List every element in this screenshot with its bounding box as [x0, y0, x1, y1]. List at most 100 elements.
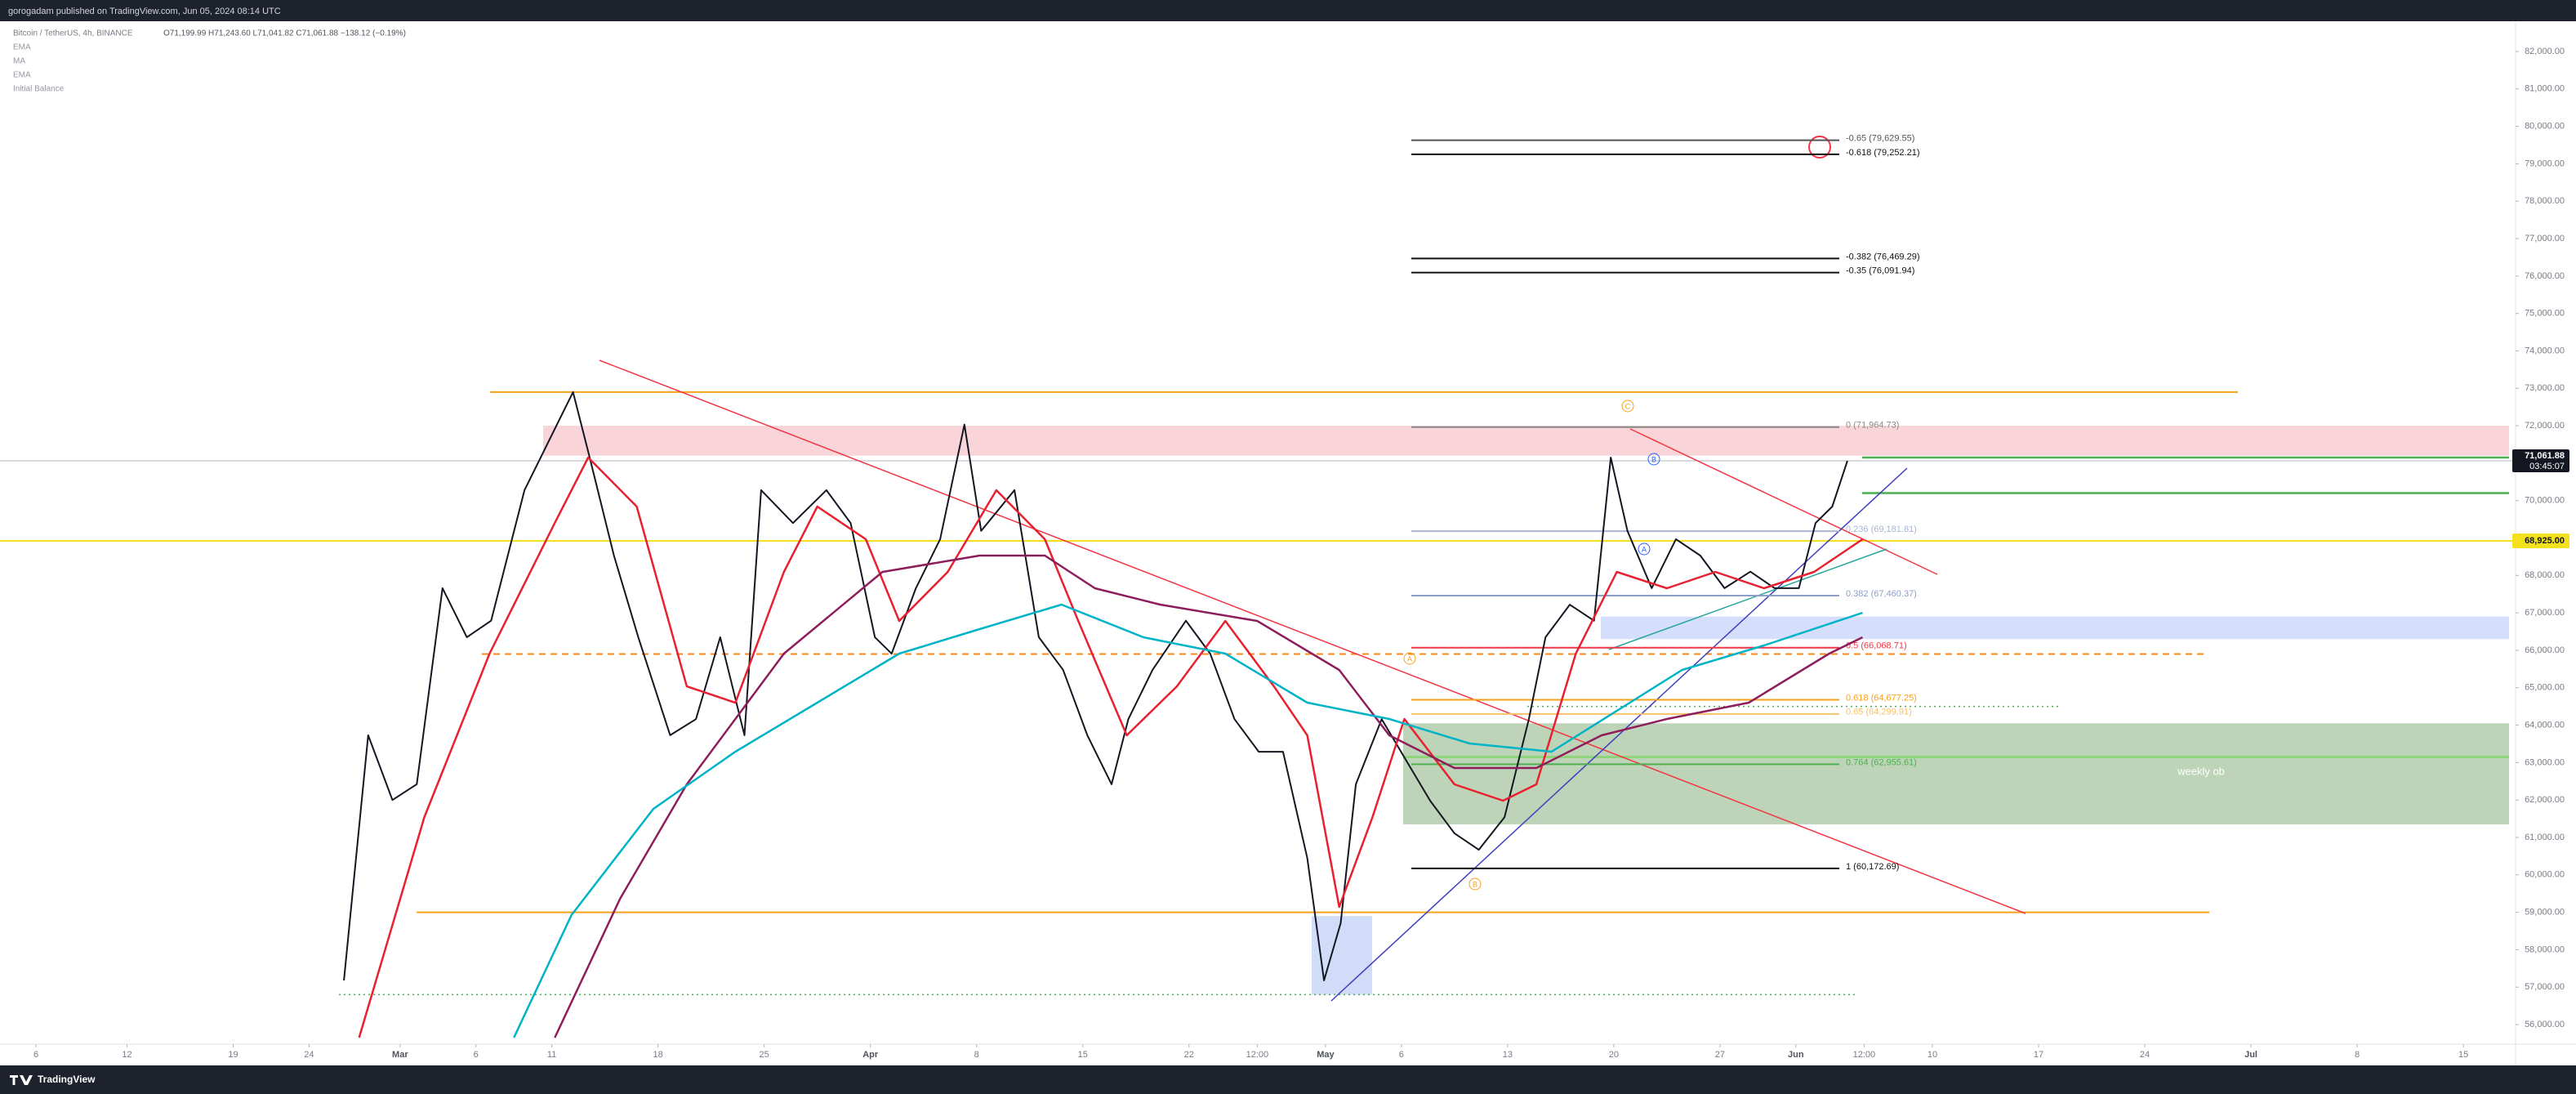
fib-label: 0 (71,964.73): [1846, 421, 1899, 431]
fibonacci: -0.65 (79,629.55) -0.618 (79,252.21) -0.38…: [1411, 133, 1920, 872]
x-tick-label: 11: [547, 1050, 556, 1060]
x-tick-label: 13: [1503, 1050, 1513, 1060]
y-tick-label: 81,000.00: [2525, 84, 2565, 94]
x-tick-label: 24: [304, 1050, 314, 1060]
y-tick-label: 64,000.00: [2525, 720, 2565, 730]
wave-marker: [1621, 400, 1634, 413]
fib-label: -0.35 (76,091.94): [1846, 266, 1914, 276]
x-tick-label: 15: [1078, 1050, 1088, 1060]
wave-marker: [1638, 543, 1651, 556]
x-tick-label: 12:00: [1853, 1050, 1876, 1060]
fib-label: -0.382 (76,469.29): [1846, 252, 1920, 261]
y-tick-label: 68,000.00: [2525, 570, 2565, 580]
y-tick-label: 58,000.00: [2525, 944, 2565, 954]
indicator-line: [513, 603, 1863, 1038]
wave-label: B: [1651, 455, 1656, 463]
target-circle: [1808, 136, 1831, 159]
fib-label: -0.618 (79,252.21): [1846, 148, 1920, 158]
y-tick-label: 59,000.00: [2525, 908, 2565, 918]
x-tick-label: 24: [2140, 1050, 2150, 1060]
trendlines: [599, 136, 2026, 1002]
wave-label: B: [1473, 880, 1477, 888]
zone: [1601, 616, 2509, 640]
zone: [543, 426, 2509, 456]
x-tick-label: 6: [474, 1050, 479, 1060]
legend: Bitcoin / TetherUS, 4h, BINANCE O71,199.9…: [13, 29, 406, 94]
trendline: [1629, 428, 1938, 575]
x-tick-label: 12: [122, 1050, 131, 1060]
wave-marker: [1403, 652, 1416, 665]
x-tick-label: Jun: [1788, 1050, 1804, 1060]
legend-entry: Initial Balance: [13, 85, 65, 94]
trendline: [1608, 548, 1887, 650]
y-tick-label: 62,000.00: [2525, 795, 2565, 805]
zones: weekly ob: [543, 426, 2509, 995]
series: A B C B A: [343, 391, 1864, 1038]
wave-label: A: [1642, 545, 1647, 553]
y-tick-label: 70,000.00: [2525, 496, 2565, 506]
x-tick-label: 12:00: [1246, 1050, 1269, 1060]
top-bar: [0, 0, 2576, 21]
y-tick-label: 63,000.00: [2525, 757, 2565, 767]
fib-label: 0.236 (69,181.81): [1846, 525, 1917, 534]
countdown-label: 03:45:07: [2529, 462, 2565, 471]
legend-entry: EMA: [13, 43, 31, 52]
brand-name: TradingView: [38, 1074, 96, 1085]
wave-marker: [1468, 877, 1482, 891]
trendline: [599, 359, 2026, 914]
x-tick-label: 15: [2458, 1050, 2468, 1060]
x-tick-label: Jul: [2244, 1050, 2257, 1060]
y-tick-label: 75,000.00: [2525, 309, 2565, 319]
axes: 56,000.00 57,000.00 58,000.00 59,000.00 60,0…: [33, 47, 2569, 1060]
fib-label: -0.65 (79,629.55): [1846, 133, 1914, 143]
wave-label: C: [1625, 402, 1631, 410]
x-tick-label: 8: [2355, 1050, 2360, 1060]
legend-entry: MA: [13, 57, 25, 66]
x-tick-label: May: [1317, 1050, 1335, 1060]
y-tick-label: 56,000.00: [2525, 1020, 2565, 1029]
fib-label: 0.382 (67,460.37): [1846, 589, 1917, 599]
x-tick-label: 20: [1609, 1050, 1619, 1060]
highlight-label: 68,925.00: [2525, 536, 2565, 546]
y-tick-label: 60,000.00: [2525, 870, 2565, 880]
x-tick-label: 8: [974, 1050, 979, 1060]
fib-label: 0.65 (64,299.91): [1846, 708, 1912, 717]
x-tick-label: Apr: [862, 1050, 879, 1060]
y-tick-label: 66,000.00: [2525, 645, 2565, 655]
fib-label: 0.5 (66,068.71): [1846, 641, 1907, 651]
zone-label: weekly ob: [2177, 766, 2225, 778]
bottom-bar: [0, 1065, 2576, 1094]
y-tick-label: 82,000.00: [2525, 47, 2565, 56]
x-tick-label: 19: [228, 1050, 238, 1060]
indicator-line: [358, 456, 1864, 1038]
x-tick-label: 6: [1399, 1050, 1404, 1060]
y-tick-label: 78,000.00: [2525, 196, 2565, 206]
y-tick-label: 76,000.00: [2525, 271, 2565, 281]
publisher-note: gorogadam published on TradingView.com, …: [8, 7, 281, 16]
y-tick-label: 72,000.00: [2525, 421, 2565, 431]
x-tick-label: 18: [653, 1050, 662, 1060]
last-price-label: 71,061.88: [2525, 451, 2565, 461]
last-price-tag: [2512, 449, 2569, 473]
x-tick-label: 22: [1184, 1050, 1194, 1060]
y-tick-label: 57,000.00: [2525, 982, 2565, 992]
zone: [1403, 723, 2509, 824]
x-tick-label: 6: [33, 1050, 38, 1060]
y-tick-label: 77,000.00: [2525, 234, 2565, 243]
x-tick-label: 27: [1715, 1050, 1725, 1060]
y-tick-label: 65,000.00: [2525, 683, 2565, 693]
fib-label: 0.618 (64,677.25): [1846, 693, 1917, 703]
zone: [1312, 916, 1372, 995]
price-line: [343, 391, 1848, 981]
y-tick-label: 79,000.00: [2525, 159, 2565, 168]
y-tick-label: 74,000.00: [2525, 346, 2565, 355]
trendline: [1330, 467, 1908, 1002]
x-tick-label: 17: [2034, 1050, 2043, 1060]
levels: [0, 391, 2516, 996]
y-tick-label: 61,000.00: [2525, 833, 2565, 842]
wave-label: A: [1407, 654, 1412, 663]
x-tick-label: Mar: [392, 1050, 408, 1060]
symbol-title: Bitcoin / TetherUS, 4h, BINANCE: [13, 29, 133, 38]
fib-label: 1 (60,172.69): [1846, 862, 1899, 872]
